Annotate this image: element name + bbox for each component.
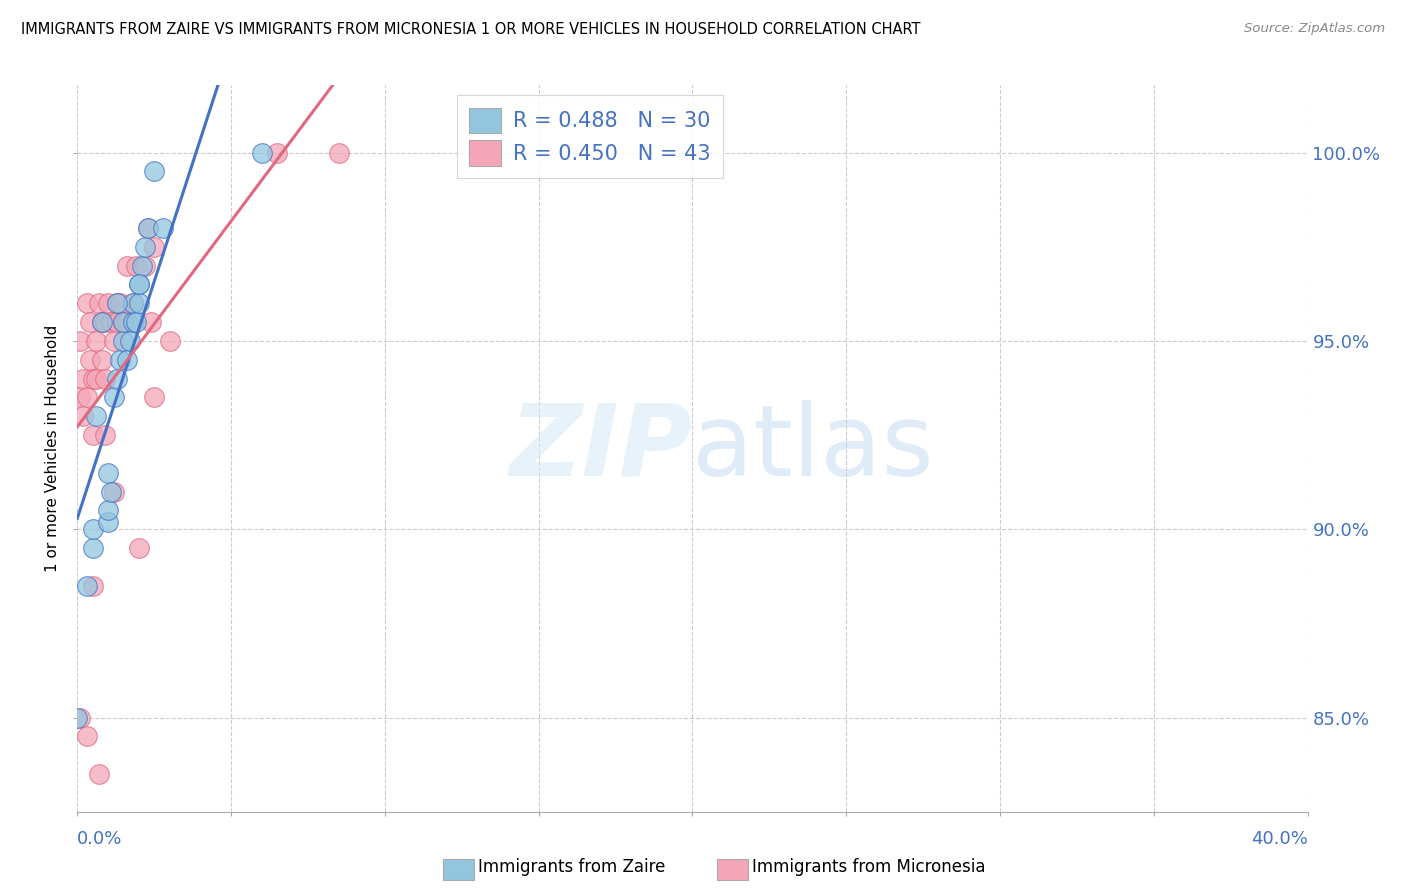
Point [97,296,120,310]
Point [87,296,110,310]
Point [79,352,101,367]
Text: Immigrants from Micronesia: Immigrants from Micronesia [752,858,986,876]
Point [76,579,98,593]
Point [69,390,91,404]
Point [134,240,156,254]
Text: 0.0%: 0.0% [77,830,122,847]
Point [76,296,98,310]
Point [103,484,125,499]
Point [97,515,120,529]
Point [94,428,117,442]
Point [121,315,143,329]
Point [143,240,166,254]
Point [103,390,125,404]
Point [250,145,273,160]
Point [128,277,150,292]
Point [69,334,91,348]
Point [115,259,138,273]
Y-axis label: 1 or more Vehicles in Household: 1 or more Vehicles in Household [45,325,60,572]
Point [328,145,350,160]
Point [128,541,150,555]
Point [82,522,104,536]
Point [128,296,150,310]
Point [79,315,101,329]
Point [90,352,114,367]
Point [84,409,107,424]
Point [134,259,156,273]
Point [136,220,159,235]
Point [125,315,148,329]
Point [90,315,114,329]
Point [105,371,128,385]
Point [112,334,135,348]
Point [87,767,110,781]
Point [82,428,104,442]
Point [105,296,128,310]
Point [159,334,181,348]
Point [125,259,148,273]
Point [266,145,288,160]
Point [69,710,91,724]
Point [72,409,94,424]
Point [112,315,135,329]
Point [76,730,98,744]
Point [112,315,135,329]
Point [72,371,94,385]
Point [152,220,174,235]
Text: ZIP: ZIP [509,400,693,497]
Point [128,277,150,292]
Point [121,296,143,310]
Legend: R = 0.488   N = 30, R = 0.450   N = 43: R = 0.488 N = 30, R = 0.450 N = 43 [457,95,723,178]
Point [100,315,122,329]
Point [118,334,141,348]
Point [90,315,114,329]
Point [105,315,128,329]
Point [143,390,166,404]
Point [76,390,98,404]
Point [115,352,138,367]
Point [84,371,107,385]
Point [100,484,122,499]
Point [94,371,117,385]
Point [110,352,132,367]
Text: 40.0%: 40.0% [1251,830,1308,847]
Text: Immigrants from Zaire: Immigrants from Zaire [478,858,665,876]
Point [103,334,125,348]
Point [82,579,104,593]
Point [66,710,89,724]
Point [84,334,107,348]
Point [97,503,120,517]
Point [131,259,153,273]
Text: atlas: atlas [693,400,934,497]
Point [136,220,159,235]
Point [141,315,163,329]
Point [94,315,117,329]
Text: IMMIGRANTS FROM ZAIRE VS IMMIGRANTS FROM MICRONESIA 1 OR MORE VEHICLES IN HOUSEH: IMMIGRANTS FROM ZAIRE VS IMMIGRANTS FROM… [21,22,921,37]
Point [82,541,104,555]
Text: Source: ZipAtlas.com: Source: ZipAtlas.com [1244,22,1385,36]
Point [110,296,132,310]
Point [82,371,104,385]
Point [115,315,138,329]
Point [105,296,128,310]
Point [143,164,166,178]
Point [121,296,143,310]
Point [97,466,120,480]
